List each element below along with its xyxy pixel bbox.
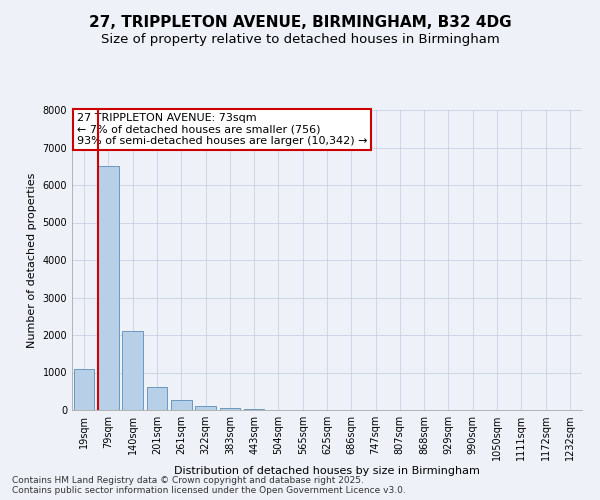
Text: 27, TRIPPLETON AVENUE, BIRMINGHAM, B32 4DG: 27, TRIPPLETON AVENUE, BIRMINGHAM, B32 4… [89, 15, 511, 30]
Bar [171, 400, 191, 410]
Text: Size of property relative to detached houses in Birmingham: Size of property relative to detached ho… [101, 32, 499, 46]
X-axis label: Distribution of detached houses by size in Birmingham: Distribution of detached houses by size … [174, 466, 480, 476]
Bar [74, 369, 94, 410]
Bar [98, 166, 119, 410]
Bar [122, 331, 143, 410]
Text: 27 TRIPPLETON AVENUE: 73sqm
← 7% of detached houses are smaller (756)
93% of sem: 27 TRIPPLETON AVENUE: 73sqm ← 7% of deta… [77, 113, 368, 146]
Y-axis label: Number of detached properties: Number of detached properties [27, 172, 37, 348]
Text: Contains HM Land Registry data © Crown copyright and database right 2025.
Contai: Contains HM Land Registry data © Crown c… [12, 476, 406, 495]
Bar [146, 387, 167, 410]
Bar [220, 408, 240, 410]
Bar [195, 406, 216, 410]
